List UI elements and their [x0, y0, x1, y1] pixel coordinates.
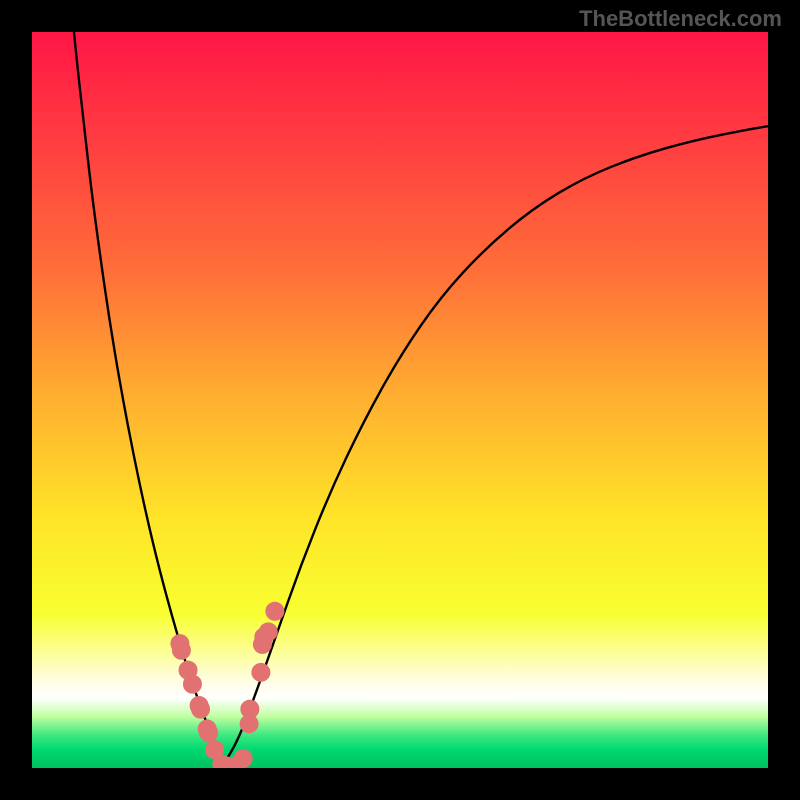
watermark-text: TheBottleneck.com — [579, 6, 782, 32]
data-marker — [259, 623, 277, 641]
data-marker — [266, 602, 284, 620]
chart-frame: TheBottleneck.com — [0, 0, 800, 800]
curve-left — [74, 32, 223, 764]
data-marker — [241, 700, 259, 718]
curve-right — [223, 126, 768, 763]
data-marker — [252, 663, 270, 681]
data-marker — [200, 724, 218, 742]
data-marker — [172, 641, 190, 659]
data-marker — [183, 675, 201, 693]
chart-svg-overlay — [0, 0, 800, 800]
data-marker — [192, 700, 210, 718]
data-marker — [234, 749, 252, 767]
